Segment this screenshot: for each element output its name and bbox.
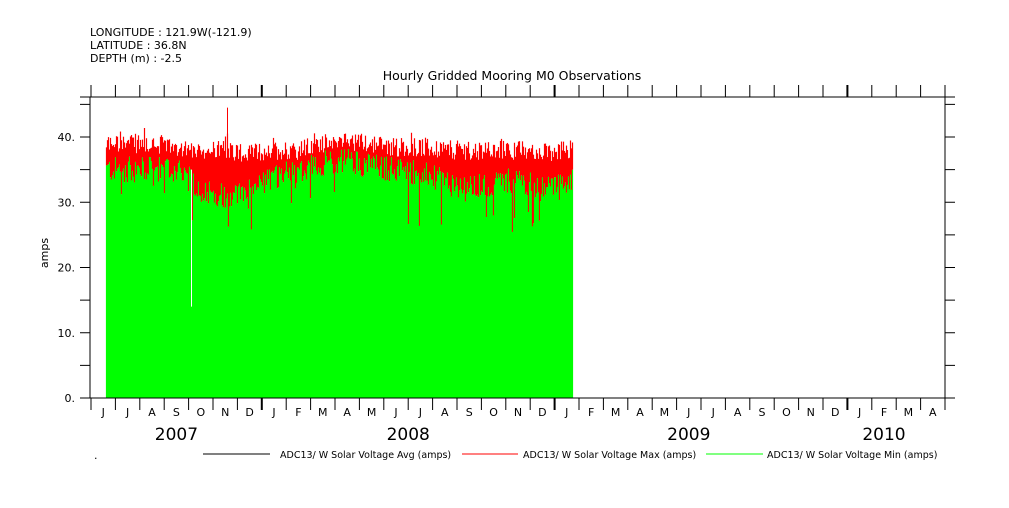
month-label: N bbox=[221, 406, 229, 419]
month-label: J bbox=[686, 406, 690, 419]
month-label: S bbox=[173, 406, 180, 419]
month-label: A bbox=[441, 406, 449, 419]
depth-label: DEPTH (m) : -2.5 bbox=[90, 52, 182, 65]
y-tick-label: 30. bbox=[58, 196, 76, 209]
y-tick-label: 10. bbox=[58, 327, 76, 340]
year-label: 2010 bbox=[862, 425, 905, 445]
month-label: A bbox=[636, 406, 644, 419]
month-label: J bbox=[418, 406, 422, 419]
y-axis-label: amps bbox=[38, 238, 51, 268]
latitude-label: LATITUDE : 36.8N bbox=[90, 39, 187, 52]
month-label: J bbox=[711, 406, 715, 419]
chart-title: Hourly Gridded Mooring M0 Observations bbox=[383, 68, 642, 83]
y-tick-label: 40. bbox=[58, 131, 76, 144]
month-label: A bbox=[734, 406, 742, 419]
month-label: D bbox=[831, 406, 839, 419]
month-label: M bbox=[318, 406, 328, 419]
month-label: J bbox=[101, 406, 105, 419]
month-label: J bbox=[393, 406, 397, 419]
month-label: J bbox=[271, 406, 275, 419]
legend-label-avg: ADC13/ W Solar Voltage Avg (amps) bbox=[280, 450, 451, 461]
month-label: S bbox=[759, 406, 766, 419]
month-label: N bbox=[514, 406, 522, 419]
month-label: J bbox=[564, 406, 568, 419]
month-label: F bbox=[295, 406, 301, 419]
y-tick-label: 0. bbox=[65, 392, 76, 405]
month-label: O bbox=[489, 406, 498, 419]
legend-label-min: ADC13/ W Solar Voltage Min (amps) bbox=[767, 450, 937, 461]
y-tick-label: 20. bbox=[58, 262, 76, 275]
year-label: 2008 bbox=[387, 425, 430, 445]
month-label: F bbox=[881, 406, 887, 419]
month-label: O bbox=[782, 406, 791, 419]
longitude-label: LONGITUDE : 121.9W(-121.9) bbox=[90, 26, 252, 39]
month-label: A bbox=[929, 406, 937, 419]
month-label: A bbox=[148, 406, 156, 419]
axes: 0. 10. 20. 30. 40. J J A S O N D J F M A M J J A S O N D J F M A M J J… bbox=[58, 85, 955, 445]
month-label: M bbox=[904, 406, 914, 419]
data-bars bbox=[105, 107, 574, 398]
month-label: N bbox=[807, 406, 815, 419]
month-label: D bbox=[538, 406, 546, 419]
month-label: M bbox=[660, 406, 670, 419]
month-label: O bbox=[196, 406, 205, 419]
year-label: 2007 bbox=[155, 425, 198, 445]
month-label: S bbox=[466, 406, 473, 419]
legend: . ADC13/ W Solar Voltage Avg (amps) ADC1… bbox=[94, 449, 937, 462]
month-label: M bbox=[367, 406, 377, 419]
month-label: J bbox=[125, 406, 129, 419]
year-label: 2009 bbox=[667, 425, 710, 445]
month-label: D bbox=[245, 406, 253, 419]
legend-label-max: ADC13/ W Solar Voltage Max (amps) bbox=[523, 450, 696, 461]
month-label: F bbox=[588, 406, 594, 419]
month-label: A bbox=[343, 406, 351, 419]
month-label: M bbox=[611, 406, 621, 419]
month-label: J bbox=[857, 406, 861, 419]
legend-marker: . bbox=[94, 449, 98, 462]
